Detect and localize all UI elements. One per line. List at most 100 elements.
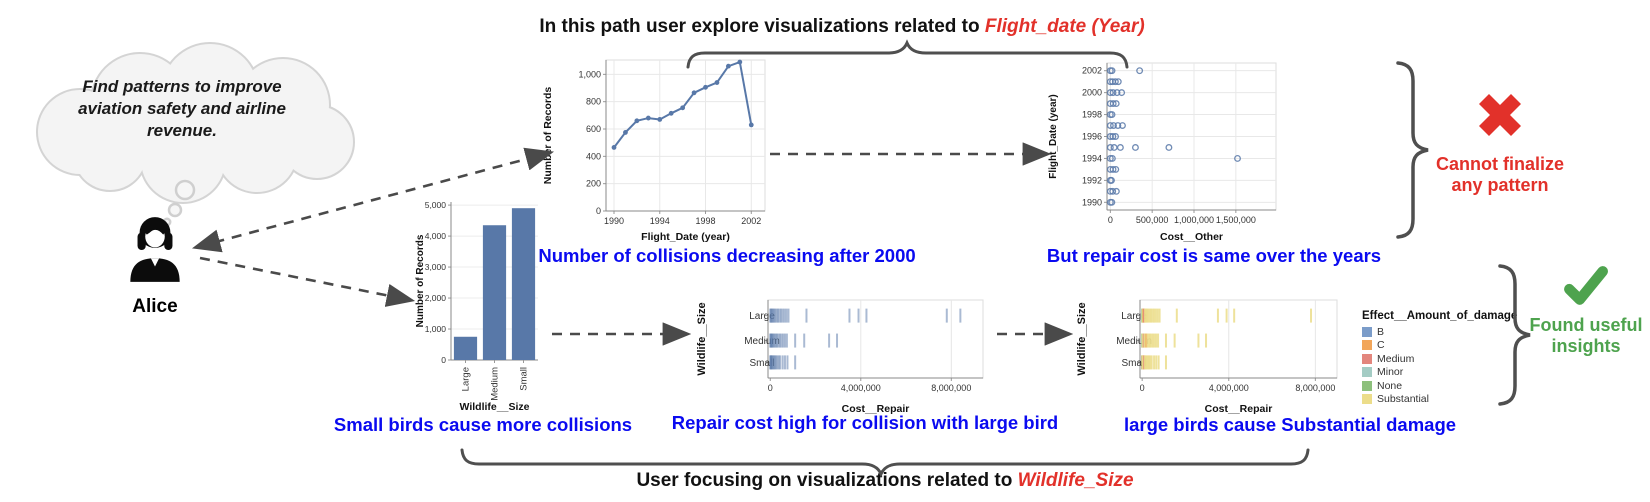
legend-entry-b: B: [1362, 325, 1517, 339]
top-path-label-highlight: Flight_date (Year): [984, 16, 1145, 37]
svg-text:1,000,000: 1,000,000: [1174, 215, 1214, 225]
caption-strip-plot: Repair cost high for collision with larg…: [671, 412, 1059, 433]
svg-text:Cost__Other: Cost__Other: [1160, 231, 1223, 243]
svg-text:1,500,000: 1,500,000: [1216, 215, 1256, 225]
bottom-path-label-prefix: User focusing on visualizations related …: [636, 470, 1018, 491]
bottom-path-label-highlight: Wildlife_Size: [1017, 470, 1134, 491]
svg-text:2000: 2000: [1082, 88, 1102, 98]
svg-text:400: 400: [586, 151, 601, 161]
actor-name-label: Alice: [132, 296, 178, 317]
svg-text:Small: Small: [519, 367, 530, 391]
legend-swatch-icon: [1362, 380, 1372, 391]
svg-text:4,000: 4,000: [425, 231, 447, 241]
svg-text:8,000,000: 8,000,000: [931, 383, 971, 393]
legend-entry-label: None: [1377, 379, 1403, 392]
svg-text:1990: 1990: [1082, 197, 1102, 207]
legend-entry-medium: Medium: [1362, 352, 1517, 366]
legend-entry-label: Minor: [1377, 366, 1404, 379]
svg-text:Medium: Medium: [1116, 336, 1152, 347]
svg-text:4,000,000: 4,000,000: [1209, 383, 1249, 393]
legend-swatch-icon: [1362, 367, 1372, 378]
tick-row-large: [1141, 308, 1313, 323]
bar-chart-collisions-by-wildlife-size: 0 1,000 2,000 3,000 4,000 5,000 Large Medium Sma…: [415, 200, 538, 413]
outcome-negative-text: Cannot finalize any pattern: [1435, 154, 1564, 195]
legend-swatch-icon: [1362, 340, 1372, 351]
svg-text:0: 0: [1108, 215, 1113, 225]
svg-text:2002: 2002: [741, 216, 761, 226]
legend-entry-none: None: [1362, 379, 1517, 393]
svg-text:Number of Records: Number of Records: [415, 234, 426, 327]
svg-text:Small: Small: [1121, 358, 1146, 369]
caption-bar-chart: Small birds cause more collisions: [333, 414, 633, 435]
caption-strip-plot-colored: large birds cause Substantial damage: [1123, 414, 1457, 435]
svg-text:8,000,000: 8,000,000: [1295, 383, 1335, 393]
svg-text:0: 0: [768, 383, 773, 393]
scatter-points: [1106, 67, 1241, 206]
cross-icon: [1479, 94, 1521, 136]
svg-text:Flight_Date (year): Flight_Date (year): [1048, 94, 1059, 178]
svg-text:0: 0: [596, 206, 601, 216]
legend-entry-substantial: Substantial: [1362, 393, 1517, 407]
legend-entry-c: C: [1362, 339, 1517, 353]
top-path-label-prefix: In this path user explore visualizations…: [539, 16, 985, 37]
svg-text:0: 0: [441, 355, 446, 365]
svg-text:Medium: Medium: [490, 367, 501, 401]
damage-legend: Effect__Amount_of_damage B C Medium Minor Non…: [1362, 310, 1517, 406]
tick-row-medium: [769, 333, 839, 348]
tick-row-medium: [1141, 333, 1208, 348]
strip-plot-cost-repair-by-damage: 0 4,000,000 8,000,000 Large Medium Small Cost_…: [1076, 299, 1338, 415]
outcome-positive: Found useful insights: [1522, 266, 1650, 357]
svg-text:200: 200: [586, 179, 601, 189]
legend-swatch-icon: [1362, 353, 1372, 364]
caption-line-chart: Number of collisions decreasing after 20…: [538, 245, 916, 266]
legend-entry-label: Substantial: [1377, 393, 1429, 406]
svg-text:Small: Small: [749, 358, 774, 369]
legend-entry-label: C: [1377, 339, 1385, 352]
svg-text:800: 800: [586, 97, 601, 107]
svg-text:1990: 1990: [604, 216, 624, 226]
svg-text:5,000: 5,000: [425, 200, 447, 210]
svg-text:500,000: 500,000: [1136, 215, 1169, 225]
svg-text:Large: Large: [749, 311, 775, 322]
svg-text:Number of Records: Number of Records: [542, 87, 554, 185]
svg-text:4,000,000: 4,000,000: [841, 383, 881, 393]
svg-text:1994: 1994: [1082, 153, 1102, 163]
legend-entry-label: Medium: [1377, 352, 1415, 365]
svg-text:600: 600: [586, 124, 601, 134]
thought-text: Find patterns to improve aviation safety…: [78, 77, 286, 140]
check-icon: [1564, 266, 1608, 305]
tick-row-small: [1141, 355, 1167, 370]
svg-text:1994: 1994: [650, 216, 670, 226]
svg-text:Cost__Repair: Cost__Repair: [1205, 403, 1273, 415]
svg-text:1,000: 1,000: [425, 324, 447, 334]
strip-plot-cost-repair-by-wildlife-size: 0 4,000,000 8,000,000 Large Medium Small Cost_…: [696, 299, 984, 415]
legend-entry-minor: Minor: [1362, 366, 1517, 380]
svg-text:0: 0: [1140, 383, 1145, 393]
legend-entry-label: B: [1377, 325, 1385, 338]
svg-text:Flight_Date (year): Flight_Date (year): [641, 231, 730, 243]
svg-text:1996: 1996: [1082, 132, 1102, 142]
svg-text:3,000: 3,000: [425, 262, 447, 272]
svg-text:1992: 1992: [1082, 175, 1102, 185]
arrow-alice-bar-chart: [199, 256, 416, 307]
legend-swatch-icon: [1362, 326, 1372, 337]
svg-text:1998: 1998: [1082, 110, 1102, 120]
outcome-negative: Cannot finalize any pattern: [1424, 84, 1576, 196]
svg-text:1998: 1998: [696, 216, 716, 226]
svg-text:Wildlife__Size: Wildlife__Size: [696, 302, 708, 375]
svg-text:1,000: 1,000: [578, 69, 601, 79]
svg-text:Medium: Medium: [744, 336, 780, 347]
bar-series: [453, 208, 536, 360]
top-path-label: In this path user explore visualizations…: [539, 16, 1144, 38]
svg-text:Large: Large: [461, 367, 472, 391]
caption-scatter-chart: But repair cost is same over the years: [1046, 245, 1382, 266]
outcome-positive-text: Found useful insights: [1529, 315, 1643, 356]
bottom-path-label: User focusing on visualizations related …: [636, 470, 1133, 492]
legend-swatch-icon: [1362, 394, 1372, 405]
svg-text:Wildlife__Size: Wildlife__Size: [1076, 302, 1088, 375]
scatter-chart-cost-other-by-year: 1990 1992 1994 1996 1998 2000 2002 0 500,000 1,00…: [1048, 62, 1277, 243]
tick-row-small: [769, 355, 797, 370]
legend-title: Effect__Amount_of_damage: [1362, 310, 1518, 322]
alice-avatar-icon: [130, 217, 180, 282]
